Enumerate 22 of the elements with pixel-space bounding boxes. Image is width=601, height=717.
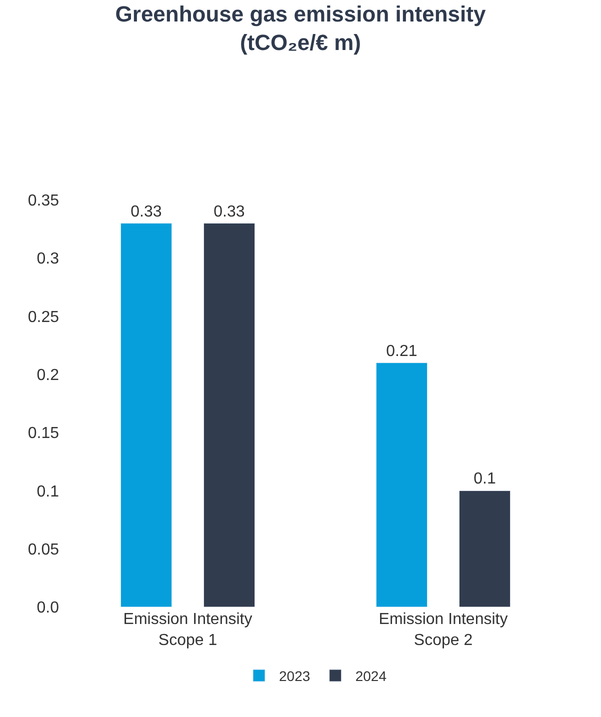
data-label: 0.21 — [386, 342, 418, 360]
data-label: 0.1 — [474, 470, 496, 488]
x-tick-label: Emission Intensity Scope 2 — [378, 611, 508, 649]
bar — [203, 223, 256, 607]
data-label: 0.33 — [130, 203, 162, 220]
y-tick-label: 0.0 — [36, 600, 60, 617]
x-tick-label: Emission Intensity Scope 1 — [123, 611, 252, 649]
y-tick-label: 0.1 — [36, 483, 60, 500]
legend-label: 2023 — [279, 668, 310, 684]
legend-label: 2024 — [355, 668, 387, 684]
chart-title: Greenhouse gas emission intensity — [115, 2, 486, 27]
y-tick-label: 0.35 — [28, 192, 60, 210]
y-tick-label: 0.05 — [28, 541, 60, 558]
y-tick-label: 0.3 — [36, 250, 60, 268]
y-tick-label: 0.15 — [28, 425, 60, 442]
data-label: 0.33 — [214, 203, 245, 220]
y-tick-label: 0.25 — [28, 308, 60, 326]
bar — [458, 490, 511, 607]
bar — [376, 362, 428, 607]
bar — [120, 223, 172, 607]
y-tick-label: 0.2 — [36, 367, 60, 384]
chart-subtitle: (tCO₂e/€ m) — [240, 30, 362, 56]
